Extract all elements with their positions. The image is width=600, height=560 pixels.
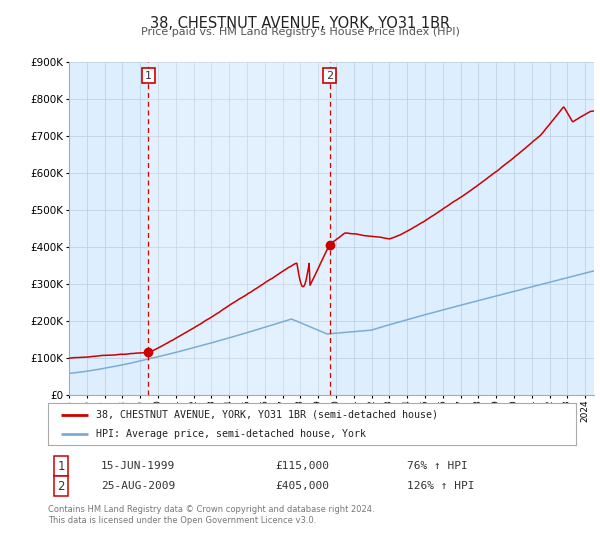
Text: £115,000: £115,000 (275, 461, 329, 472)
Text: 1: 1 (145, 71, 152, 81)
Text: 38, CHESTNUT AVENUE, YORK, YO31 1BR: 38, CHESTNUT AVENUE, YORK, YO31 1BR (150, 16, 450, 31)
Text: Price paid vs. HM Land Registry's House Price Index (HPI): Price paid vs. HM Land Registry's House … (140, 27, 460, 37)
Text: 1: 1 (58, 460, 65, 473)
Text: 2: 2 (326, 71, 333, 81)
Text: 126% ↑ HPI: 126% ↑ HPI (407, 482, 475, 491)
Bar (148, 62, 330, 395)
Text: 2: 2 (58, 480, 65, 493)
Text: £405,000: £405,000 (275, 482, 329, 491)
Text: Contains HM Land Registry data © Crown copyright and database right 2024.
This d: Contains HM Land Registry data © Crown c… (48, 505, 374, 525)
Text: 38, CHESTNUT AVENUE, YORK, YO31 1BR (semi-detached house): 38, CHESTNUT AVENUE, YORK, YO31 1BR (sem… (95, 409, 437, 419)
Text: 25-AUG-2009: 25-AUG-2009 (101, 482, 175, 491)
Text: 76% ↑ HPI: 76% ↑ HPI (407, 461, 468, 472)
Text: 15-JUN-1999: 15-JUN-1999 (101, 461, 175, 472)
Text: HPI: Average price, semi-detached house, York: HPI: Average price, semi-detached house,… (95, 429, 365, 439)
